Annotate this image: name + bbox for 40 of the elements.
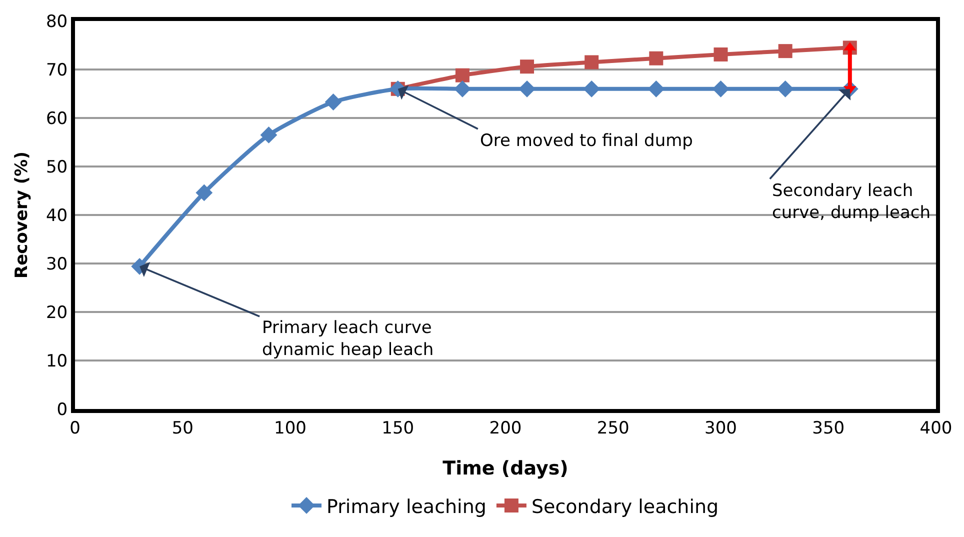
y-tick-label: 40: [46, 206, 68, 226]
point: [520, 60, 534, 74]
x-tick-label: 100: [274, 418, 306, 438]
x-tick-label: 250: [596, 418, 630, 438]
y-tick-label: 80: [46, 12, 68, 32]
point: [648, 80, 665, 98]
y-tick-label: 30: [46, 254, 68, 274]
point: [324, 94, 342, 110]
y-tick-label: 20: [46, 302, 68, 323]
y-tick-label: 60: [46, 108, 68, 129]
point: [454, 80, 471, 98]
y-tick-label: 70: [46, 60, 68, 80]
y-axis-title: Recovery (%): [12, 152, 32, 278]
x-tick-label: 150: [382, 418, 414, 438]
annotation: Secondary leach curve, dump leach: [772, 181, 930, 224]
point: [712, 80, 730, 98]
y-tick-label: 0: [56, 400, 68, 420]
legend-label: Secondary leaching: [531, 496, 719, 518]
point: [649, 51, 664, 66]
y-tick-label: 10: [46, 351, 68, 372]
x-tick-label: 0: [70, 418, 80, 438]
point: [455, 68, 470, 82]
point: [776, 80, 794, 98]
point: [260, 126, 278, 144]
annotation: Ore moved to final dump: [480, 131, 693, 151]
point: [518, 80, 536, 98]
point: [714, 47, 728, 62]
x-axis-title: Time (days): [442, 458, 568, 480]
point: [584, 55, 599, 70]
x-tick-label: 200: [489, 418, 522, 438]
legend-label: Primary leaching: [326, 496, 486, 518]
y-tick-label: 50: [46, 157, 68, 178]
x-tick-label: 400: [920, 418, 952, 438]
annotation: Primary leach curve dynamic heap leach: [262, 318, 434, 360]
point: [778, 44, 792, 58]
x-tick-label: 350: [812, 418, 845, 438]
x-tick-label: 300: [704, 418, 737, 438]
point: [583, 80, 600, 98]
point: [196, 184, 213, 202]
x-tick-label: 50: [172, 418, 194, 438]
